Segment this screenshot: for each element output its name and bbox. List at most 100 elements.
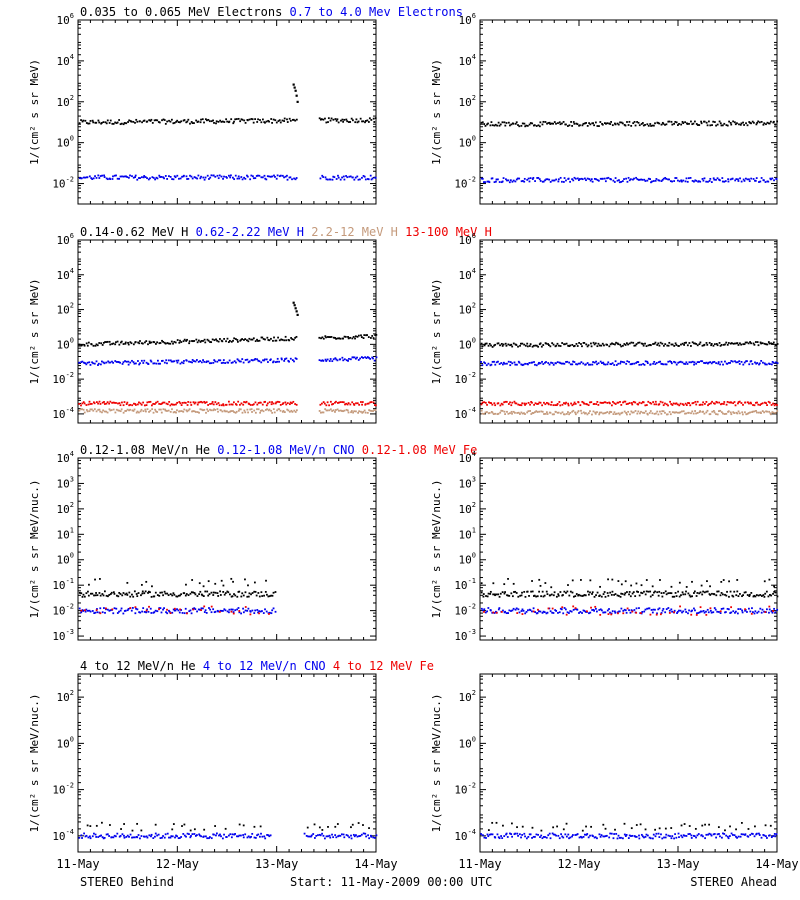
data-point — [166, 403, 169, 406]
data-point — [187, 409, 190, 412]
data-point — [237, 835, 240, 838]
data-point — [757, 594, 760, 597]
data-point — [637, 591, 639, 593]
data-point — [495, 821, 498, 824]
data-point — [632, 400, 635, 403]
data-point — [539, 610, 542, 613]
data-point — [127, 607, 130, 610]
data-point — [708, 120, 710, 123]
data-point — [694, 827, 697, 830]
data-point — [627, 410, 630, 413]
data-point — [626, 180, 629, 183]
data-point — [738, 360, 741, 363]
data-point — [630, 609, 633, 612]
data-point — [191, 579, 194, 581]
data-point — [92, 344, 95, 347]
data-point — [327, 826, 329, 828]
data-point — [241, 338, 244, 340]
data-point — [212, 591, 215, 594]
data-point — [581, 829, 584, 832]
data-point — [80, 408, 83, 411]
data-point — [134, 606, 137, 609]
data-point — [730, 342, 733, 344]
y-tick-label: 101 — [459, 526, 476, 541]
data-point — [759, 594, 762, 596]
data-point — [527, 177, 530, 180]
data-point — [109, 361, 112, 364]
data-point — [703, 362, 705, 364]
data-point — [757, 344, 760, 347]
data-point — [163, 836, 166, 839]
data-point — [235, 410, 238, 413]
data-point — [774, 411, 777, 414]
data-point — [339, 337, 342, 340]
data-point — [566, 360, 569, 363]
data-point — [294, 119, 297, 122]
data-point — [88, 609, 91, 612]
data-point — [769, 824, 772, 827]
data-point — [551, 342, 554, 345]
data-point — [342, 833, 345, 836]
data-point — [236, 339, 239, 341]
data-point — [657, 342, 660, 345]
data-point — [516, 412, 519, 414]
data-point — [538, 610, 540, 613]
data-point — [582, 401, 585, 404]
data-point — [656, 591, 659, 594]
data-point — [227, 400, 230, 403]
data-point — [574, 177, 577, 180]
data-point — [131, 607, 134, 609]
data-point — [320, 118, 323, 121]
data-point — [313, 823, 316, 826]
data-point — [525, 402, 528, 405]
data-point — [342, 337, 344, 340]
data-point — [650, 402, 653, 405]
data-point — [617, 123, 620, 126]
data-point — [129, 361, 132, 364]
data-point — [595, 607, 597, 610]
data-point — [200, 400, 202, 403]
data-point — [285, 339, 288, 342]
data-point — [694, 179, 697, 182]
data-point — [567, 177, 570, 180]
data-point — [111, 360, 113, 363]
data-point — [495, 180, 497, 183]
data-point — [709, 607, 712, 610]
data-point — [354, 357, 357, 360]
data-point — [664, 123, 666, 126]
legend-entry: 4 to 12 MeV Fe — [326, 659, 434, 673]
data-point — [574, 411, 576, 414]
footer-center: Start: 11-May-2009 00:00 UTC — [290, 875, 492, 889]
data-point — [179, 410, 181, 413]
data-point — [263, 594, 265, 597]
data-point — [761, 402, 764, 405]
data-point — [572, 595, 575, 598]
data-point — [88, 410, 91, 413]
data-point — [372, 337, 375, 339]
data-point — [755, 410, 757, 412]
data-point — [373, 404, 376, 407]
data-point — [231, 176, 234, 179]
data-point — [660, 833, 662, 836]
data-point — [220, 362, 223, 364]
data-point — [135, 362, 137, 365]
data-point — [199, 360, 202, 362]
data-point — [480, 177, 483, 180]
data-point — [747, 835, 750, 838]
data-point — [626, 360, 629, 363]
burst-point — [293, 304, 296, 307]
data-point — [614, 360, 617, 363]
data-point — [241, 118, 244, 121]
data-point — [526, 411, 529, 414]
data-point — [661, 609, 664, 612]
data-point — [208, 607, 210, 609]
data-point — [98, 400, 101, 403]
data-point — [661, 178, 664, 181]
data-point — [356, 335, 359, 338]
y-tick-label: 104 — [57, 450, 74, 465]
data-point — [598, 344, 601, 347]
data-point — [695, 614, 698, 616]
data-point — [763, 362, 766, 365]
data-point — [614, 123, 617, 126]
data-point — [292, 400, 295, 403]
